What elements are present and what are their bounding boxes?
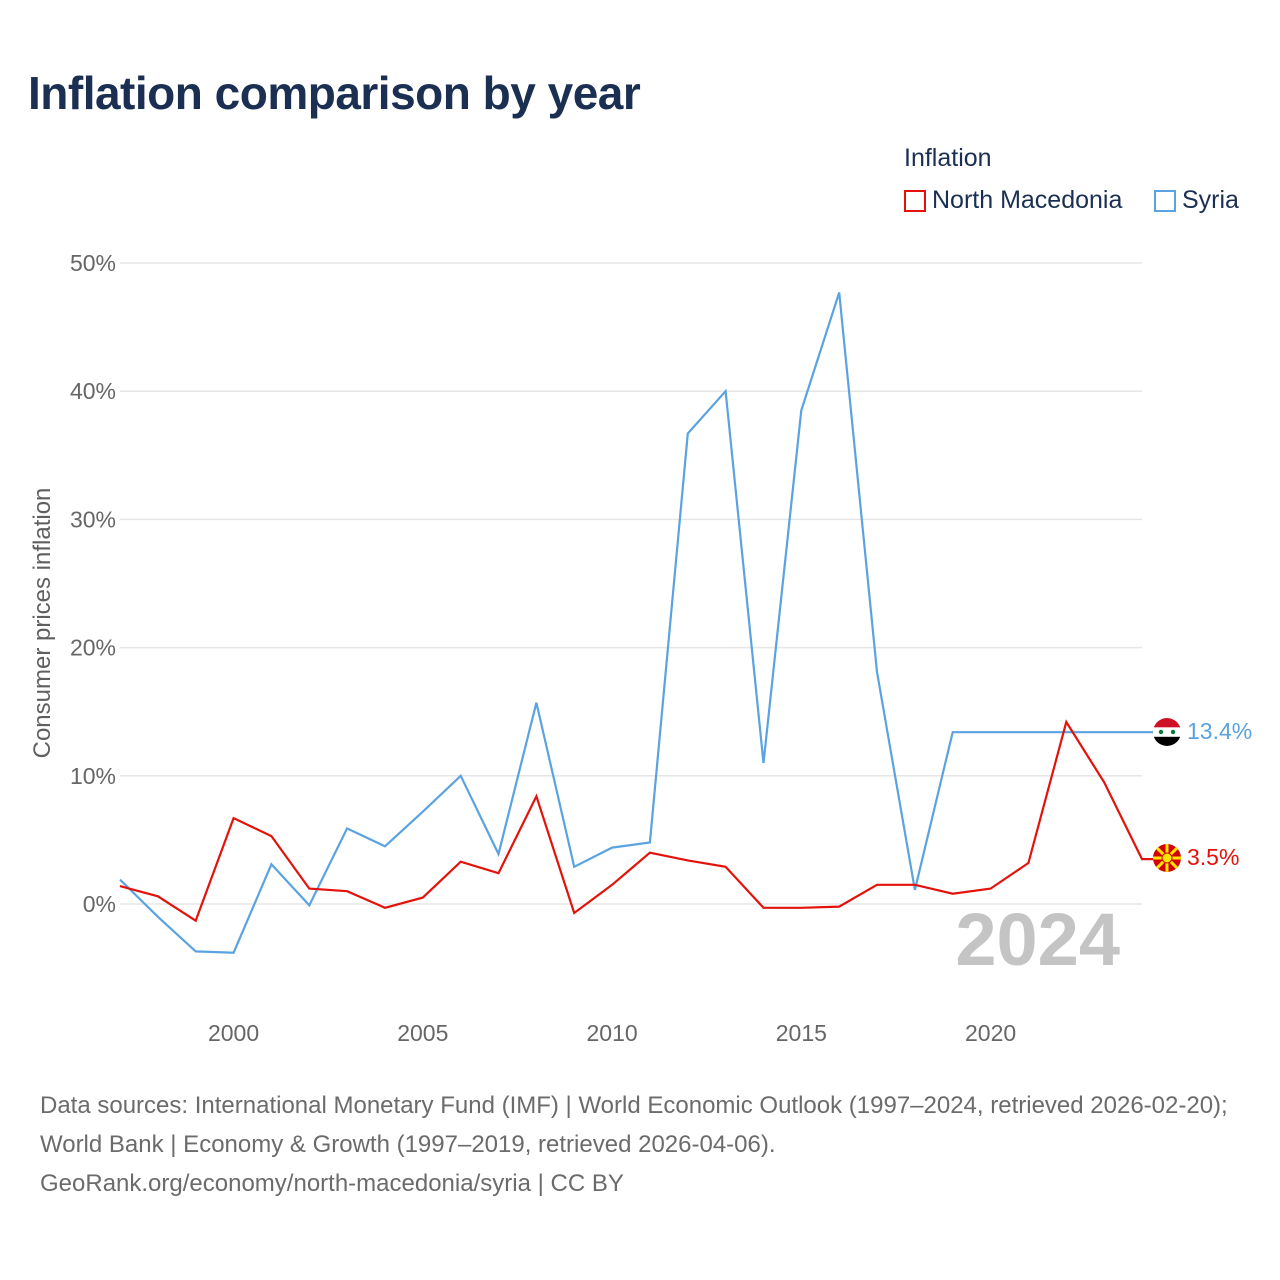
year-watermark: 2024: [955, 898, 1120, 981]
y-tick-label: 10%: [70, 763, 116, 789]
legend-label-syria: Syria: [1182, 186, 1239, 214]
end-label-north-macedonia: 3.5%: [1187, 844, 1239, 870]
y-tick-label: 30%: [70, 506, 116, 532]
data-sources-text: Data sources: International Monetary Fun…: [40, 1092, 1228, 1158]
data-sources-footer: Data sources: International Monetary Fun…: [40, 1086, 1250, 1203]
north-macedonia-flag-icon: [1153, 844, 1181, 872]
x-tick-label: 2000: [208, 1020, 259, 1046]
legend-title: Inflation: [904, 144, 992, 172]
attribution-link[interactable]: GeoRank.org/economy/north-macedonia/syri…: [40, 1170, 624, 1197]
series-line-north-macedonia[interactable]: [119, 719, 1153, 923]
y-axis-label: Consumer prices inflation: [29, 488, 56, 759]
series-line-syria[interactable]: [119, 292, 1153, 954]
syria-flag-icon: [1153, 718, 1181, 746]
x-tick-label: 2015: [776, 1020, 827, 1046]
chart-title: Inflation comparison by year: [28, 67, 641, 119]
legend-swatch-syria: [1154, 189, 1176, 212]
y-tick-label: 40%: [70, 378, 116, 404]
x-tick-label: 2020: [965, 1020, 1016, 1046]
legend-swatch-north-macedonia: [904, 189, 926, 212]
legend-item-north-macedonia[interactable]: North Macedonia: [904, 186, 1122, 215]
end-label-syria: 13.4%: [1187, 718, 1252, 744]
y-tick-label: 20%: [70, 635, 116, 661]
inflation-line-chart: 0% 10% 20% 30% 40% 50% 2000 2005 2010 2015 2020 2…: [29, 250, 1252, 1046]
x-tick-label: 2010: [586, 1020, 637, 1046]
y-tick-label: 50%: [70, 250, 116, 276]
legend-label-north-macedonia: North Macedonia: [932, 186, 1123, 214]
x-tick-label: 2005: [397, 1020, 448, 1046]
legend-item-syria[interactable]: Syria: [1154, 186, 1239, 215]
y-tick-label: 0%: [83, 891, 116, 917]
